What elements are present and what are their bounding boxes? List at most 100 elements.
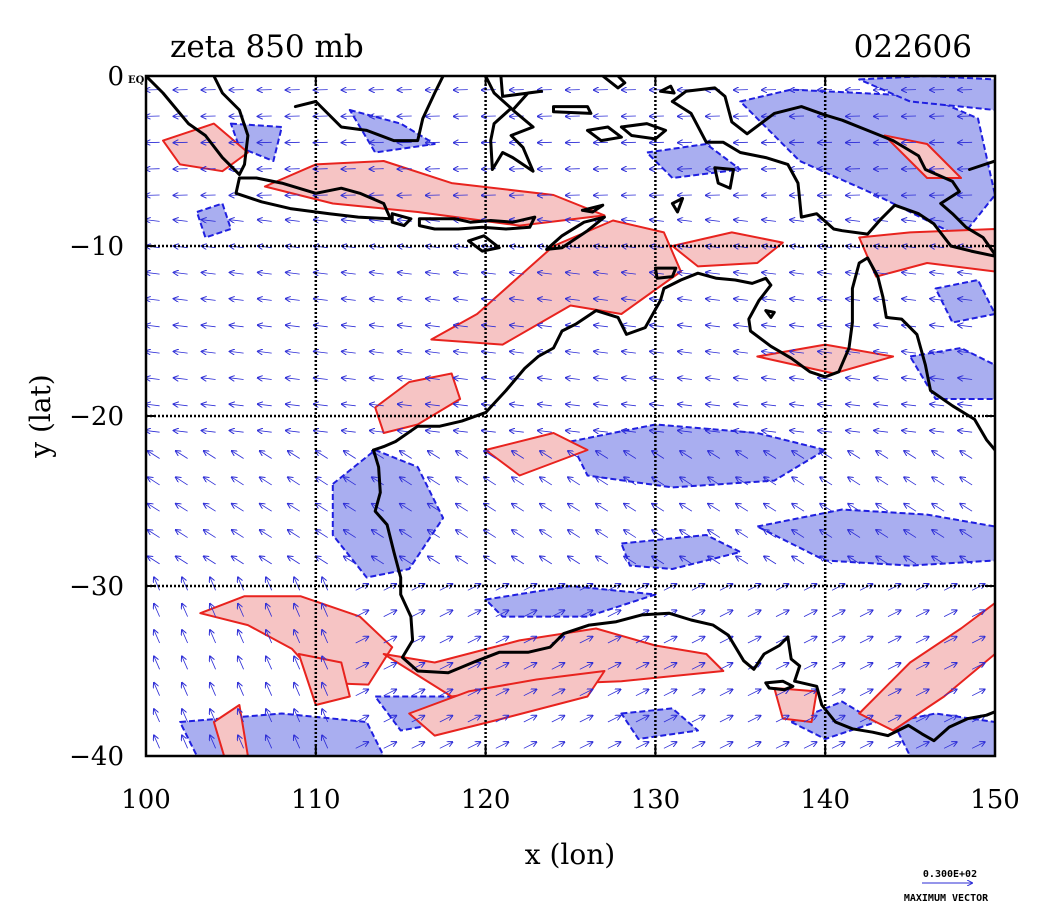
wind-vector [204,451,216,459]
wind-vector [859,689,873,697]
wind-vector [510,351,524,353]
wind-vector [342,404,356,406]
wind-vector [510,299,524,301]
wind-vector [398,351,412,353]
wind-vector [454,378,468,380]
wind-vector [456,556,469,565]
wind-vector [482,299,496,301]
wind-vector [650,404,664,406]
wind-vector [146,299,160,301]
wind-vector [594,299,608,301]
wind-vector [344,451,356,459]
coastline [545,215,606,251]
wind-vector [678,299,692,301]
y-tick-label: −30 [69,572,124,602]
wind-vector [678,246,692,248]
wind-vector [607,637,621,644]
wind-vector [607,663,621,670]
wind-vector [400,530,412,538]
wind-vector [286,272,300,274]
coastline [293,76,445,143]
wind-vector [512,451,525,459]
wind-vector [691,610,705,617]
coastline [764,309,776,319]
wind-vector [958,351,973,353]
wind-vector [594,325,608,327]
wind-vector [266,683,273,696]
wind-vector [230,299,244,301]
wind-vector [680,556,693,565]
wind-vector [915,610,929,617]
wind-vector [848,556,861,565]
wind-vector [538,378,552,380]
wind-vector [930,299,945,301]
wind-vector [411,637,425,644]
wind-vector [411,742,425,749]
coastline [586,125,623,143]
wind-vector [762,272,777,274]
wind-vector [411,610,425,617]
map-title: zeta 850 mb [170,29,364,65]
wind-vector [790,246,805,248]
wind-vector [818,246,833,248]
wind-vector [495,663,509,670]
wind-vector [706,404,720,406]
wind-vector [930,378,945,380]
wind-vector [154,630,160,644]
wind-vector [210,657,216,670]
wind-vector [512,556,525,565]
wind-vector [456,530,469,538]
wind-vector [579,610,593,617]
wind-vector [482,431,496,433]
wind-vector [579,742,593,749]
wind-vector [566,378,580,380]
wind-vector [232,530,244,538]
wind-vector [775,716,789,723]
wind-vector [372,556,384,565]
wind-vector [596,477,609,486]
wind-vector [691,716,705,723]
wind-vector [622,325,636,327]
negative-vorticity-region [179,712,385,756]
wind-vector [372,477,384,486]
positive-vorticity-region [773,687,818,723]
wind-vector [596,556,609,565]
wind-vector [652,451,665,459]
wind-vector [551,663,565,670]
wind-vector [495,637,509,644]
wind-vector [523,742,537,749]
wind-vector [747,742,761,749]
wind-vector [154,736,160,749]
wind-vector [294,683,301,696]
wind-vector [622,378,636,380]
wind-vector [736,504,749,512]
wind-vector [680,451,693,459]
wind-vector [876,477,889,486]
wind-vector [258,272,272,274]
wind-vector [148,504,160,512]
wind-vector [148,530,160,538]
wind-vector [322,736,329,749]
wind-vector [314,220,328,222]
wind-vector [428,504,441,512]
wind-vector [400,477,412,486]
negative-vorticity-region [934,279,995,324]
wind-vector [258,351,272,353]
wind-vector [523,716,537,723]
wind-vector [258,378,272,380]
wind-vector [370,431,384,433]
wind-vector [454,325,468,327]
wind-vector [818,378,833,380]
wind-vector [426,299,440,301]
wind-vector [398,325,412,327]
wind-vector [579,716,593,723]
x-tick-label: 150 [970,785,1020,815]
coastline [467,234,501,253]
wind-vector [594,351,608,353]
wind-vector [762,325,777,327]
wind-vector [915,742,929,749]
wind-vector [596,504,609,512]
equator-label: EQ [128,75,145,86]
wind-vector [383,610,397,617]
wind-vector [523,663,537,670]
